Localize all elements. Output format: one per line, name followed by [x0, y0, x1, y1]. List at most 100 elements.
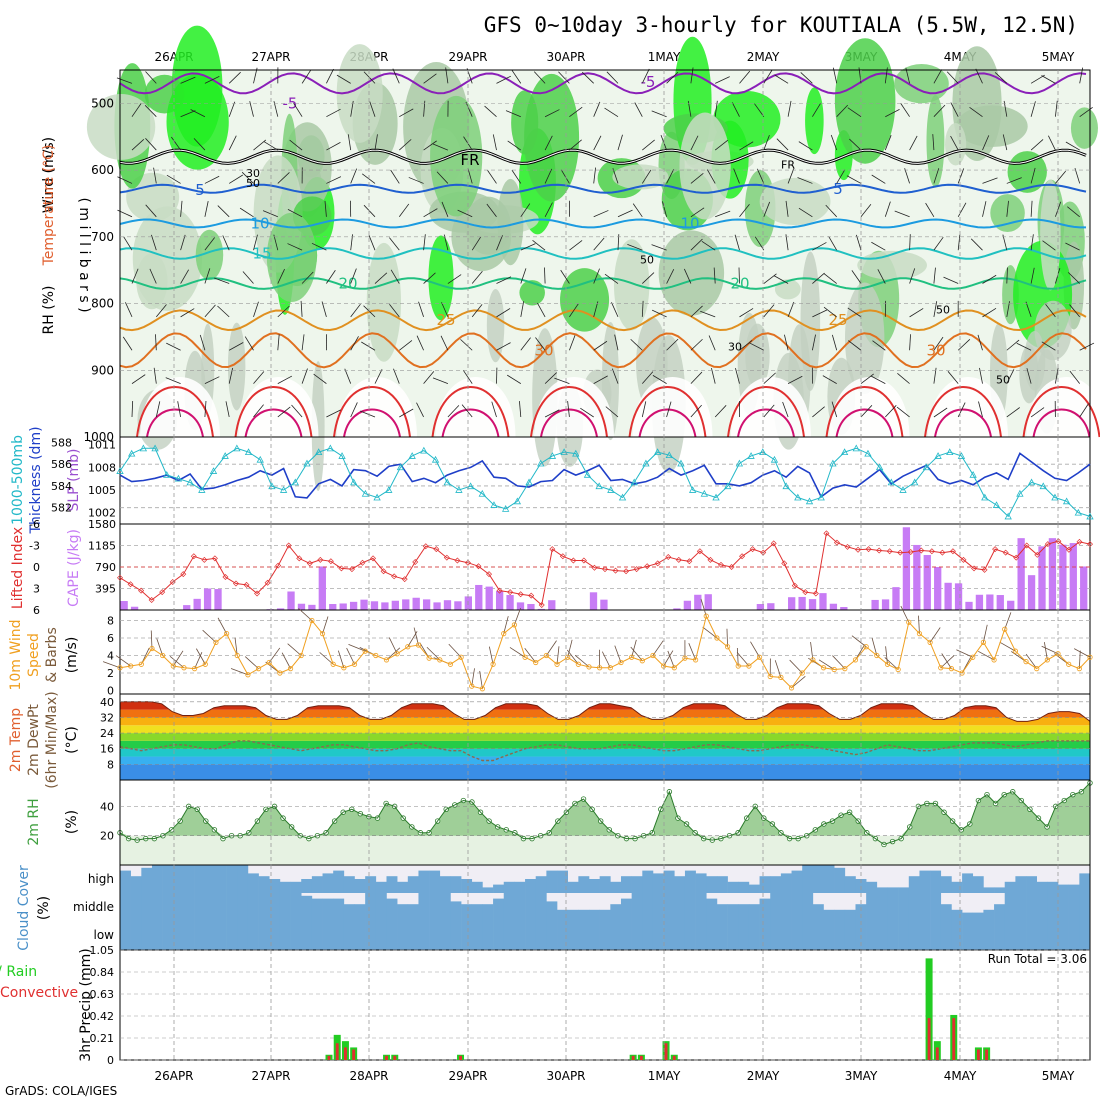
precip-convective-bar — [335, 1043, 339, 1060]
cloud-cell-high — [802, 865, 814, 893]
thickness-ytick: 584 — [51, 480, 72, 493]
cape-bar — [1080, 566, 1088, 610]
cloud-cell-high — [269, 879, 281, 893]
cloud-cell-high — [162, 865, 174, 893]
upper-air-ylabels: Wind (m/s) Temperature (°C) RH (%) ( m i… — [41, 137, 92, 335]
wind-barb — [326, 142, 341, 151]
contour-label: 25 — [828, 311, 847, 329]
wind10m-barb — [601, 651, 611, 668]
cloud-cell-high — [791, 870, 803, 893]
wind10m-barb — [319, 652, 334, 665]
wind-barb — [812, 309, 828, 318]
cloud-cell-high — [738, 881, 750, 893]
temp-ytick: 40 — [100, 696, 114, 709]
wind-barb — [690, 135, 699, 151]
wind10m-point — [565, 654, 571, 660]
wind-barb — [228, 101, 236, 117]
cloud-cell-low — [962, 921, 974, 950]
wind-barb — [1055, 170, 1066, 184]
cape-bar — [537, 608, 546, 610]
cloud-cell-low — [301, 921, 313, 950]
wind10m-barb — [1078, 650, 1081, 669]
upper-ytick: 1000 — [83, 430, 114, 444]
wind-barb — [144, 105, 157, 117]
wind-barb — [544, 372, 557, 384]
wind-barb — [734, 234, 740, 251]
li-point — [327, 558, 334, 565]
temperature-contour-hot — [934, 408, 992, 438]
wind10m-point — [714, 635, 720, 641]
li-ytick: 0 — [33, 561, 40, 574]
wind-barb — [131, 268, 139, 284]
cloud-cell-middle — [706, 898, 718, 921]
wind-barb — [511, 69, 522, 84]
wind-barb — [496, 342, 511, 351]
cloud-cell-high — [727, 881, 739, 893]
li-point — [749, 546, 756, 553]
cape-bar — [402, 599, 410, 610]
wind-barb — [933, 236, 944, 251]
wind-barb — [180, 200, 183, 217]
wind-barb — [390, 269, 400, 284]
li-point — [717, 561, 724, 568]
wind-barb — [632, 203, 643, 218]
wind-barb — [763, 304, 775, 318]
wind-barb — [897, 372, 910, 384]
slp-point — [233, 444, 241, 452]
cloud-cell-middle — [439, 893, 451, 921]
cloud-cell-high — [876, 887, 888, 893]
cloud-cell-low — [322, 921, 334, 950]
date-label-top: 5MAY — [1042, 50, 1075, 64]
wind-barb — [782, 401, 789, 418]
wind10m-ylabels: 10m Wind Speed & Barbs (m/s) — [8, 619, 80, 690]
wind-barb — [228, 174, 243, 184]
li-point — [770, 540, 777, 547]
cloud-cell-low — [919, 921, 931, 950]
wind-barb — [125, 302, 133, 318]
wind-barb — [569, 139, 582, 151]
wind10m-barb — [448, 643, 462, 658]
wind-barb — [950, 102, 959, 117]
wind-barb — [933, 104, 946, 117]
cloud-cell-middle — [1068, 893, 1080, 921]
precip-ylabels: Total / Rain Convective 3hr Precip (mm) — [0, 948, 94, 1061]
wind-barb — [666, 338, 679, 351]
wind-barb — [558, 71, 570, 84]
wind-barb — [715, 210, 731, 218]
wind10m-point — [980, 639, 987, 645]
date-label-bottom: 26APR — [154, 1069, 193, 1083]
cloud-cell-high — [972, 876, 984, 893]
slp-point — [466, 482, 475, 490]
wind-barb — [950, 135, 959, 151]
wind-barb — [785, 200, 789, 217]
li-point — [549, 546, 556, 553]
cape-bar — [318, 566, 326, 610]
wind10m-line — [119, 614, 1091, 690]
wind10m-point — [639, 658, 645, 664]
li-point — [433, 546, 440, 553]
cloud-cell-low — [194, 921, 206, 950]
slp-point — [361, 489, 370, 497]
wind10m-barb — [832, 655, 846, 669]
li-point — [507, 589, 514, 596]
contour-label: 15 — [252, 245, 271, 263]
wind10m-point — [522, 654, 528, 660]
cloud-cell-middle — [493, 898, 505, 921]
wind-barb — [180, 76, 196, 84]
wind-barb — [326, 409, 341, 418]
wind-barb — [441, 201, 449, 217]
cloud-cell-middle — [557, 909, 568, 921]
wind-barb — [593, 210, 609, 218]
cloud-cell-middle — [354, 904, 366, 921]
wind10m-ylabel-d: (m/s) — [64, 637, 80, 674]
wind10m-point — [245, 672, 251, 678]
upper-ytick: 700 — [91, 230, 114, 244]
temperature-contour-hot — [441, 408, 500, 438]
wind-barb — [831, 334, 838, 351]
cloud-cell-middle — [983, 909, 995, 921]
wind-barb — [460, 339, 473, 351]
cape-bar — [975, 594, 984, 610]
cape-bar — [996, 595, 1004, 610]
wind-barb — [204, 376, 220, 384]
cape-bar — [1038, 546, 1046, 610]
